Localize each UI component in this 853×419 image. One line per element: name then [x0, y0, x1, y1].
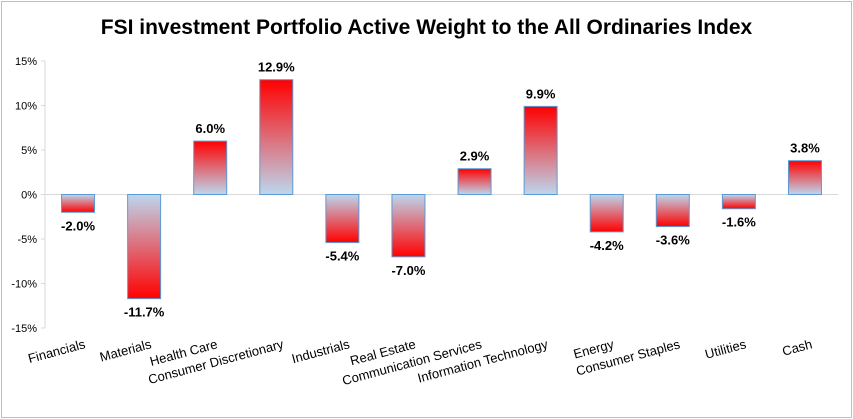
- bar-financials: [61, 194, 96, 213]
- chart-title: FSI investment Portfolio Active Weight t…: [100, 16, 753, 39]
- data-label: 12.9%: [258, 60, 295, 75]
- data-label: -4.2%: [590, 238, 624, 253]
- data-label: 3.8%: [790, 141, 820, 156]
- x-tick-label: Cash: [781, 336, 814, 358]
- y-tick-label: 5%: [21, 145, 37, 157]
- bar-consumer-discretionary: [259, 79, 294, 195]
- bar-cash: [787, 160, 822, 195]
- bar-utilities: [721, 194, 756, 210]
- bar-real-estate: [391, 194, 426, 258]
- bar-health-care: [193, 140, 228, 196]
- y-axis: 15% 10% 5% 0% -5% -10% -15%: [11, 56, 838, 335]
- data-label: -2.0%: [61, 218, 95, 233]
- bar-information-technology: [523, 105, 558, 195]
- data-label: 9.9%: [526, 86, 556, 101]
- data-label: -7.0%: [391, 263, 425, 278]
- bar-energy: [589, 194, 624, 233]
- y-tick-label: -5%: [17, 234, 37, 246]
- y-tick-label: 10%: [15, 101, 37, 113]
- data-labels: -2.0% -11.7% 6.0% 12.9% -5.4% -7.0% 2.9% 9.9% -4…: [61, 60, 820, 320]
- bar-consumer-staples: [655, 194, 690, 228]
- bar-communication-services: [457, 168, 492, 196]
- x-tick-label: Financials: [26, 336, 87, 366]
- data-label: 6.0%: [195, 121, 225, 136]
- data-label: -5.4%: [325, 249, 359, 264]
- x-tick-label: Utilities: [703, 336, 748, 361]
- data-label: -11.7%: [124, 305, 165, 320]
- bar-materials: [127, 194, 162, 300]
- x-tick-label: Industrials: [290, 336, 352, 366]
- x-tick-label: Materials: [98, 336, 153, 364]
- y-tick-label: -10%: [11, 279, 37, 291]
- data-label: -1.6%: [722, 215, 756, 230]
- data-label: 2.9%: [460, 149, 490, 164]
- bars: [61, 79, 822, 300]
- bar-industrials: [325, 194, 360, 244]
- y-tick-label: -15%: [11, 323, 37, 335]
- y-tick-label: 15%: [15, 56, 37, 68]
- data-label: -3.6%: [656, 233, 690, 248]
- y-tick-label: 0%: [21, 190, 37, 202]
